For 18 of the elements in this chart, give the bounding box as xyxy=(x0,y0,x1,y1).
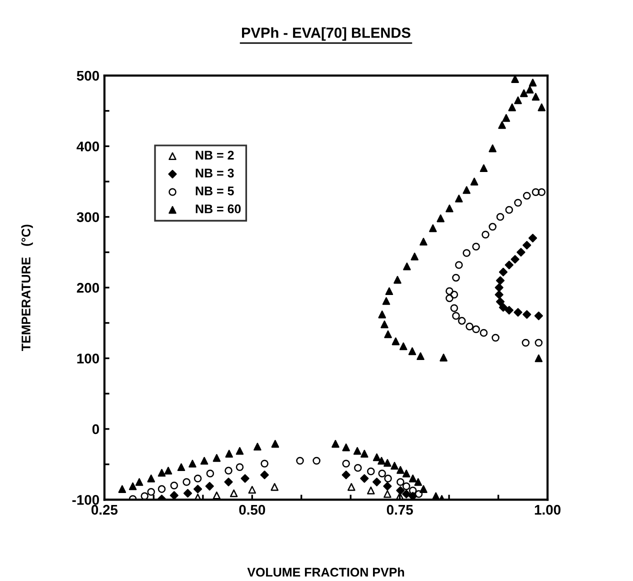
legend-label: NB = 5 xyxy=(196,186,234,196)
y-tick-label: -100 xyxy=(72,494,100,505)
x-tick-label: 1.00 xyxy=(534,504,560,515)
x-axis-title: VOLUME FRACTION PVPh xyxy=(247,567,404,577)
y-tick-label: 300 xyxy=(76,212,100,222)
chart-title: PVPh - EVA[70] BLENDS xyxy=(242,27,410,41)
legend-label: NB = 3 xyxy=(196,168,234,178)
x-tick-label: 0.50 xyxy=(239,504,266,515)
legend-label: NB = 2 xyxy=(196,150,234,160)
x-tick-label: 0.25 xyxy=(91,504,118,515)
y-tick-label: 500 xyxy=(76,70,100,81)
y-tick-label: 0 xyxy=(92,424,100,434)
legend-label: NB = 60 xyxy=(196,204,241,214)
y-tick-label: 400 xyxy=(76,142,100,152)
y-tick-label: 100 xyxy=(77,354,100,364)
y-tick-label: 200 xyxy=(76,282,100,293)
x-tick-label: 0.75 xyxy=(386,504,413,515)
y-axis-title: TEMPERATURE (°C) xyxy=(21,224,33,351)
